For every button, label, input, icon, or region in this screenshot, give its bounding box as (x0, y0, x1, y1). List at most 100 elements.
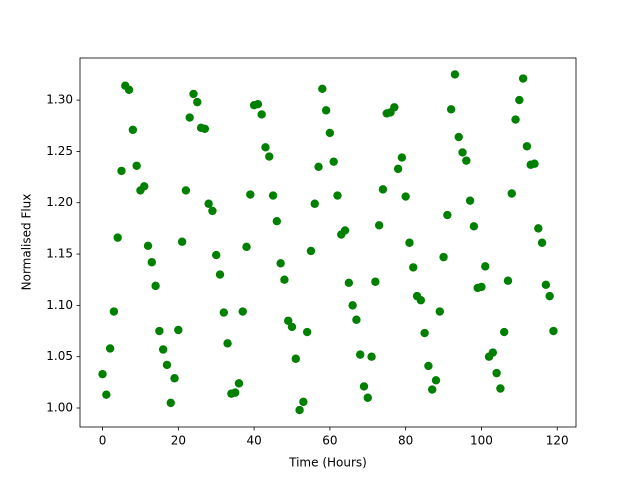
scatter-point (469, 222, 479, 231)
scatter-point (549, 326, 558, 336)
scatter-point (143, 241, 153, 251)
scatter-point (276, 259, 285, 268)
scatter-point (105, 344, 115, 353)
x-tick-label: 60 (322, 434, 337, 448)
scatter-point (291, 354, 300, 363)
scatter-point (261, 143, 270, 152)
y-tick-label: 1.30 (46, 93, 73, 107)
scatter-point (435, 307, 444, 316)
scatter-point (374, 221, 384, 230)
scatter-point (306, 246, 316, 256)
scatter-point (503, 276, 513, 285)
x-tick-label: 40 (246, 434, 261, 448)
scatter-point (268, 191, 278, 200)
scatter-point (321, 106, 331, 115)
scatter-point (488, 348, 498, 357)
scatter-point (117, 166, 126, 176)
scatter-point (428, 385, 437, 394)
scatter-point (496, 384, 505, 393)
y-tick-label: 1.20 (46, 195, 73, 209)
scatter-point (454, 132, 463, 142)
scatter-point (507, 189, 516, 198)
x-axis-label: Time (Hours) (288, 456, 367, 470)
scatter-point (409, 263, 418, 272)
scatter-point (378, 185, 388, 194)
scatter-point (238, 307, 247, 316)
scatter-point (329, 157, 338, 166)
scatter-point (246, 190, 255, 199)
scatter-point (204, 199, 213, 208)
scatter-point (431, 376, 441, 385)
x-tick-label: 20 (171, 434, 186, 448)
scatter-point (208, 206, 217, 216)
scatter-point (499, 327, 509, 337)
scatter-point (242, 242, 251, 252)
scatter-point (151, 281, 160, 291)
scatter-point (310, 199, 319, 208)
scatter-point (170, 374, 179, 383)
scatter-point (147, 258, 157, 267)
scatter-point (181, 186, 191, 195)
scatter-point (344, 278, 354, 287)
scatter-point (212, 250, 221, 260)
x-tick-label: 0 (99, 434, 107, 448)
scatter-point (416, 296, 426, 305)
scatter-point (333, 191, 342, 200)
scatter-point (424, 361, 433, 371)
scatter-point (390, 103, 399, 112)
scatter-point (363, 393, 372, 402)
scatter-point (174, 325, 183, 335)
scatter-point (177, 237, 187, 246)
scatter-point (371, 277, 380, 286)
scatter-point (155, 326, 164, 336)
scatter-point (492, 368, 501, 378)
scatter-point (439, 252, 448, 262)
scatter-point (348, 301, 357, 310)
scatter-point (193, 97, 202, 107)
scatter-point (462, 156, 471, 165)
scatter-point (280, 275, 289, 284)
scatter-point (340, 226, 350, 235)
scatter-point (397, 153, 407, 162)
scatter-point (215, 270, 225, 279)
scatter-point (443, 210, 452, 220)
scatter-point (530, 159, 539, 168)
scatter-point (352, 315, 361, 324)
scatter-point (272, 217, 282, 226)
scatter-point (465, 196, 475, 205)
y-tick-label: 1.00 (46, 401, 73, 415)
scatter-point (515, 95, 524, 105)
y-tick-label: 1.15 (46, 247, 73, 261)
x-tick-label: 80 (398, 434, 413, 448)
scatter-point (234, 379, 244, 388)
scatter-point (518, 74, 528, 83)
scatter-point (541, 280, 551, 290)
scatter-point (446, 105, 456, 114)
scatter-point (522, 142, 532, 151)
scatter-point (295, 405, 304, 415)
scatter-point (230, 388, 240, 397)
scatter-point (128, 125, 138, 135)
scatter-point (302, 327, 312, 337)
scatter-point (166, 398, 175, 408)
scatter-point (132, 161, 141, 170)
scatter-point (223, 339, 232, 348)
scatter-point (158, 345, 168, 354)
scatter-point (140, 182, 149, 191)
scatter-point (314, 162, 323, 172)
scatter-point (393, 164, 403, 174)
scatter-point (458, 148, 467, 157)
scatter-point (200, 124, 210, 134)
scatter-point (318, 84, 327, 93)
scatter-point (511, 115, 520, 124)
scatter-point (265, 152, 274, 161)
scatter-point (401, 192, 410, 201)
scatter-point (189, 89, 198, 99)
scatter-point (537, 238, 547, 247)
x-tick-label: 100 (470, 434, 493, 448)
y-tick-label: 1.05 (46, 349, 73, 363)
scatter-point (284, 316, 293, 325)
scatter-point (162, 360, 172, 370)
plot-frame (79, 57, 577, 428)
